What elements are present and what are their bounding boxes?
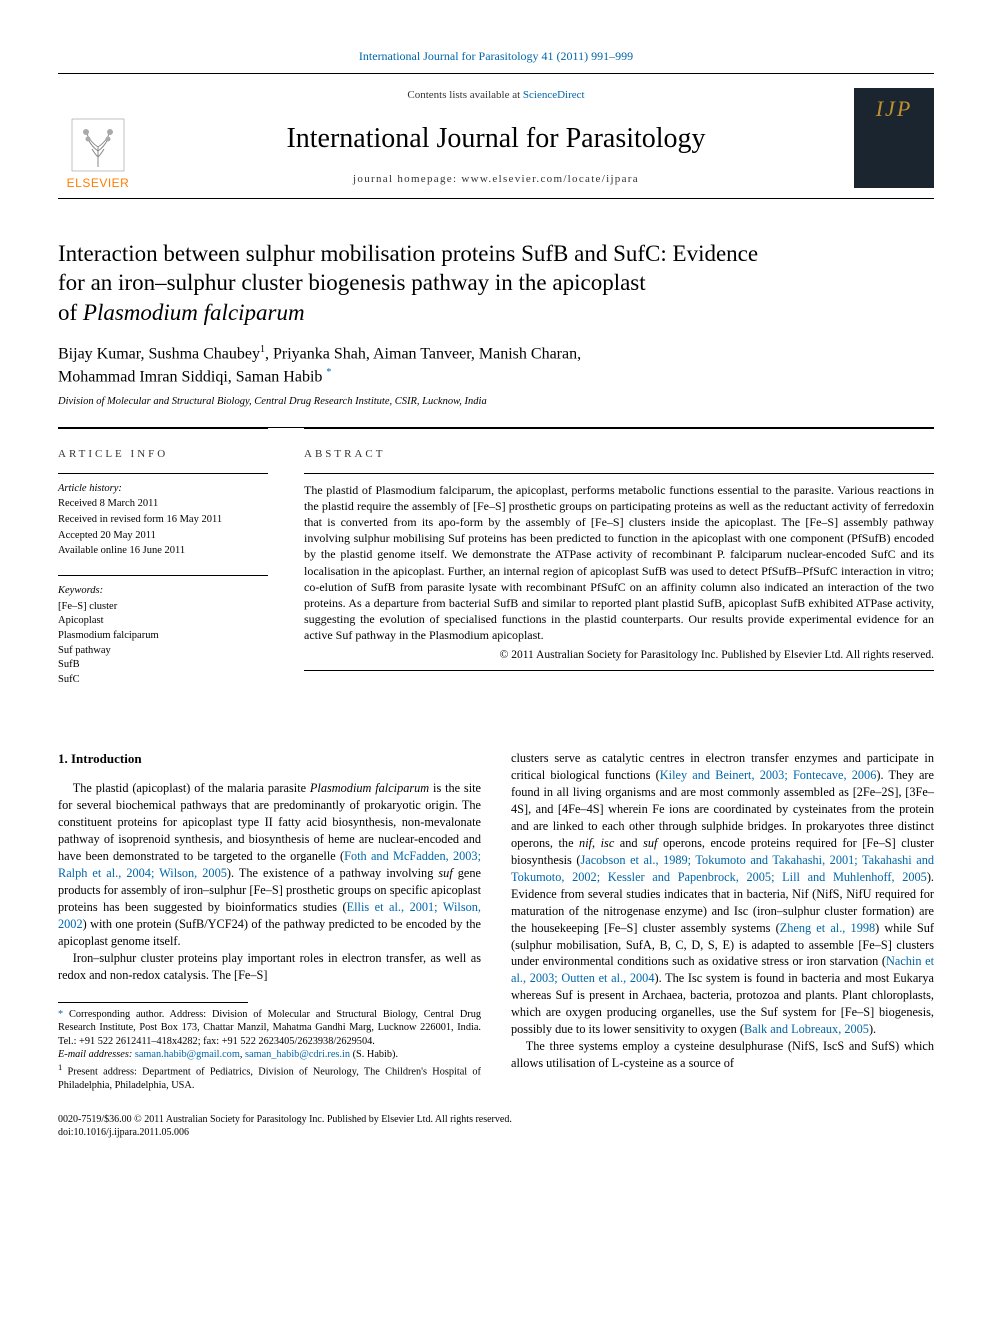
intro-para-3: clusters serve as catalytic centres in e… <box>511 750 934 1038</box>
publisher-logo: ELSEVIER <box>58 84 138 198</box>
elsevier-wordmark: ELSEVIER <box>67 175 130 192</box>
keyword: SufC <box>58 673 268 688</box>
t: and <box>614 836 643 850</box>
email-tail: (S. Habib). <box>350 1049 398 1060</box>
t: The plastid (apicoplast) of the malaria … <box>73 781 310 795</box>
authors-seg1b: , Priyanka Shah, Aiman Tanveer, Manish C… <box>265 345 581 362</box>
gene-name: suf <box>438 866 452 880</box>
keyword: SufB <box>58 658 268 673</box>
article-title: Interaction between sulphur mobilisation… <box>58 239 934 327</box>
t: ) with one protein (SufB/YCF24) of the p… <box>58 917 481 948</box>
journal-title: International Journal for Parasitology <box>138 119 854 158</box>
keyword: Plasmodium falciparum <box>58 629 268 644</box>
email-label: E-mail addresses: <box>58 1049 135 1060</box>
body-col-left: 1. Introduction The plastid (apicoplast)… <box>58 750 481 1093</box>
received: Received 8 March 2011 <box>58 497 268 512</box>
meta-row: ARTICLE INFO Article history: Received 8… <box>58 427 934 688</box>
gene-name: nif <box>579 836 592 850</box>
elsevier-tree-icon <box>70 117 126 173</box>
citation-link[interactable]: Zheng et al., 1998 <box>780 921 875 935</box>
author-list: Bijay Kumar, Sushma Chaubey1, Priyanka S… <box>58 343 934 388</box>
t: ). The existence of a pathway involving <box>227 866 439 880</box>
title-line-1: Interaction between sulphur mobilisation… <box>58 241 758 266</box>
online: Available online 16 June 2011 <box>58 544 268 559</box>
footer-doi: doi:10.1016/j.ijpara.2011.05.006 <box>58 1126 934 1140</box>
footnote-aff1: 1 Present address: Department of Pediatr… <box>58 1062 481 1093</box>
body-columns: 1. Introduction The plastid (apicoplast)… <box>58 750 934 1093</box>
journal-cover-thumb: IJP <box>854 88 934 188</box>
contents-line: Contents lists available at ScienceDirec… <box>138 88 854 103</box>
page-footer: 0020-7519/$36.00 © 2011 Australian Socie… <box>58 1113 934 1140</box>
gene-name: suf <box>643 836 657 850</box>
intro-para-4: The three systems employ a cysteine desu… <box>511 1038 934 1072</box>
abstract-heading: ABSTRACT <box>304 447 934 462</box>
citation-header: International Journal for Parasitology 4… <box>58 48 934 65</box>
journal-header: ELSEVIER Contents lists available at Sci… <box>58 74 934 199</box>
section-divider <box>58 706 934 728</box>
header-center: Contents lists available at ScienceDirec… <box>138 84 854 198</box>
title-line-2: for an iron–sulphur cluster biogenesis p… <box>58 270 646 295</box>
intro-para-2: Iron–sulphur cluster proteins play impor… <box>58 950 481 984</box>
footnote-email: E-mail addresses: saman.habib@gmail.com,… <box>58 1048 481 1062</box>
t: , <box>592 836 601 850</box>
footer-line-1: 0020-7519/$36.00 © 2011 Australian Socie… <box>58 1113 934 1127</box>
keyword: Suf pathway <box>58 644 268 659</box>
title-species: Plasmodium falciparum <box>83 300 305 325</box>
t: ). <box>869 1022 876 1036</box>
authors-seg1: Bijay Kumar, Sushma Chaubey <box>58 345 260 362</box>
history-label: Article history: <box>58 482 268 497</box>
t: -cysteine as a source of <box>619 1056 734 1070</box>
accepted: Accepted 20 May 2011 <box>58 529 268 544</box>
article-info: ARTICLE INFO Article history: Received 8… <box>58 428 268 688</box>
section-heading-intro: 1. Introduction <box>58 750 481 768</box>
title-line-3a: of <box>58 300 83 325</box>
authors-seg2: Mohammad Imran Siddiqi, Saman Habib <box>58 368 322 385</box>
contents-prefix: Contents lists available at <box>407 89 522 101</box>
aff1-text: Present address: Department of Pediatric… <box>58 1066 481 1091</box>
body-col-right: clusters serve as catalytic centres in e… <box>511 750 934 1093</box>
keyword: [Fe–S] cluster <box>58 600 268 615</box>
journal-homepage[interactable]: journal homepage: www.elsevier.com/locat… <box>138 172 854 187</box>
abstract-col: ABSTRACT The plastid of Plasmodium falci… <box>304 428 934 688</box>
sciencedirect-link[interactable]: ScienceDirect <box>523 89 585 101</box>
affiliation: Division of Molecular and Structural Bio… <box>58 395 934 410</box>
gene-name: isc <box>601 836 615 850</box>
email-link-1[interactable]: saman.habib@gmail.com <box>135 1049 240 1060</box>
keywords-label: Keywords: <box>58 584 268 599</box>
email-link-2[interactable]: saman_habib@cdri.res.in <box>245 1049 350 1060</box>
info-heading: ARTICLE INFO <box>58 447 268 462</box>
corresponding-mark: * <box>326 367 331 378</box>
citation-link[interactable]: Kiley and Beinert, 2003; Fontecave, 2006 <box>660 768 877 782</box>
abstract-copyright: © 2011 Australian Society for Parasitolo… <box>304 647 934 663</box>
intro-para-1: The plastid (apicoplast) of the malaria … <box>58 780 481 950</box>
footnote-corr: * Corresponding author. Address: Divisio… <box>58 1008 481 1049</box>
cover-abbr: IJP <box>876 94 913 125</box>
footnote-rule <box>58 1002 248 1003</box>
abstract-text: The plastid of Plasmodium falciparum, th… <box>304 482 934 644</box>
corr-text: Corresponding author. Address: Division … <box>58 1009 481 1047</box>
species-name: Plasmodium falciparum <box>310 781 429 795</box>
revised: Received in revised form 16 May 2011 <box>58 513 268 528</box>
keyword: Apicoplast <box>58 614 268 629</box>
citation-link[interactable]: Balk and Lobreaux, 2005 <box>744 1022 869 1036</box>
